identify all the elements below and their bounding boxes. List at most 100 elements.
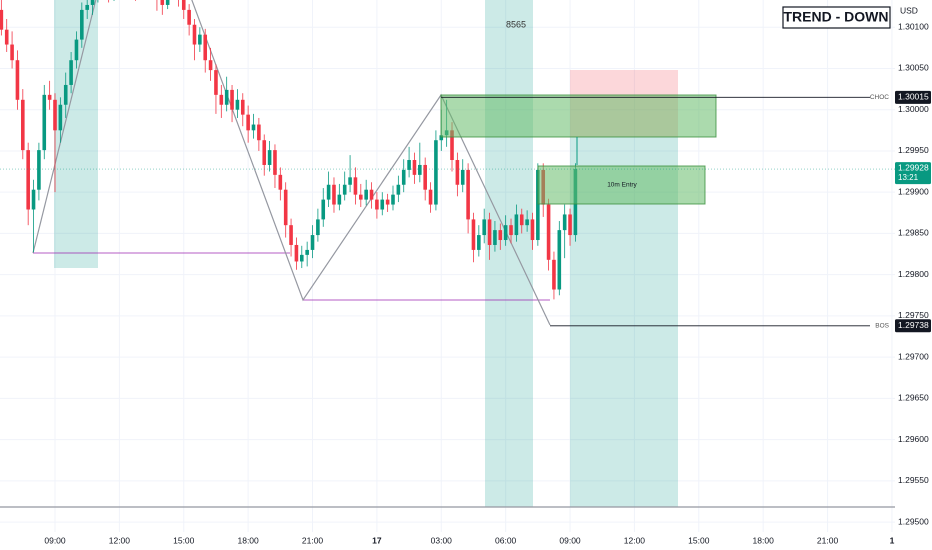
candles — [0, 0, 578, 300]
candle-body — [278, 174, 283, 190]
x-tick-label: 12:00 — [624, 535, 646, 545]
x-tick-label: 18:00 — [753, 535, 775, 545]
candle-body — [546, 204, 551, 260]
candle-body — [63, 84, 68, 105]
candle-body — [487, 219, 492, 245]
price-tag-label: 1.30015 — [898, 92, 929, 102]
candle-body — [536, 169, 540, 241]
y-tick-label: 1.29600 — [898, 434, 929, 444]
x-tick-label: 15:00 — [173, 535, 195, 545]
candle-body — [90, 0, 95, 5]
candle-body — [455, 160, 460, 185]
candle-body — [192, 24, 197, 45]
candle-body — [198, 34, 202, 45]
x-tick-label: 17 — [372, 535, 382, 545]
x-tick-label: 09:00 — [44, 535, 66, 545]
candle-body — [283, 189, 288, 226]
currency: USD — [900, 5, 918, 15]
candle-body — [262, 140, 267, 165]
candle-body — [557, 230, 562, 290]
y-tick-label: 1.29700 — [898, 351, 929, 361]
x-tick-label: 18:00 — [237, 535, 259, 545]
candle-body — [15, 60, 20, 100]
structure-name: BOS — [875, 323, 889, 330]
candle-body — [299, 254, 304, 262]
trend-box — [782, 6, 891, 29]
x-tick-label: 21:00 — [302, 535, 324, 545]
candle-body — [69, 60, 73, 85]
candle-body — [240, 99, 245, 115]
candle-body — [568, 214, 572, 236]
candle-body — [316, 219, 320, 236]
candle-body — [289, 225, 293, 245]
candle-body — [251, 124, 256, 131]
x-tick-label: 1 — [890, 535, 895, 545]
candle-body — [530, 219, 535, 241]
candle-body — [273, 150, 277, 175]
candle-body — [74, 39, 79, 61]
candle-body — [0, 9, 4, 30]
y-tick-label: 1.29650 — [898, 393, 929, 403]
x-tick-label: 03:00 — [431, 535, 453, 545]
candle-body — [203, 34, 208, 61]
entry-label: 10m Entry — [607, 182, 637, 189]
candle-body — [165, 0, 170, 5]
candle-body — [375, 199, 379, 210]
candle-body — [380, 199, 385, 210]
candle-body — [321, 199, 326, 220]
candle-body — [509, 225, 513, 236]
candle-body — [10, 44, 14, 61]
entry-block — [537, 165, 706, 205]
candle-body — [525, 219, 529, 226]
candle-body — [401, 169, 406, 185]
candle-body — [230, 89, 234, 110]
candle-body — [460, 169, 465, 185]
candle-body — [160, 0, 165, 5]
candle-body — [428, 189, 433, 205]
candle-body — [412, 160, 417, 175]
candle-body — [85, 4, 89, 10]
y-tick-label: 1.29800 — [898, 269, 929, 279]
candle-body — [246, 114, 250, 131]
trend-label: TREND - DOWN — [784, 9, 889, 25]
candle-body — [305, 249, 309, 255]
last-price-tag — [895, 162, 931, 185]
y-tick-label: 1.29750 — [898, 310, 929, 320]
candle-body — [369, 189, 374, 200]
candle-body — [482, 219, 486, 236]
grid — [0, 0, 895, 532]
candle-body — [53, 99, 57, 131]
price-tag — [895, 319, 931, 333]
y-tick-label: 1.29850 — [898, 228, 929, 238]
candle-body — [353, 177, 358, 195]
candle-body — [396, 184, 401, 195]
x-tick-label: 09:00 — [559, 535, 581, 545]
candle-body — [359, 194, 363, 200]
price-tag — [895, 90, 931, 104]
candle-body — [514, 214, 519, 236]
candle-body — [235, 99, 240, 110]
candle-body — [257, 124, 261, 141]
candle-body — [80, 9, 84, 40]
candle-body — [471, 219, 476, 250]
candle-body — [503, 225, 508, 241]
candle-body — [42, 94, 47, 151]
x-tick-label: 15:00 — [688, 535, 710, 545]
structure-name: CHOC — [870, 94, 889, 101]
y-tick-label: 1.30000 — [898, 104, 929, 114]
candle-body — [364, 189, 368, 200]
drawings-front: 10m Entry 8565 TREND - DOWN USD CHOC BOS — [0, 5, 918, 330]
candle-body — [326, 184, 331, 200]
candle-body — [332, 184, 336, 205]
candle-body — [224, 89, 229, 105]
candle-body — [519, 214, 524, 226]
candle-body — [21, 99, 25, 151]
y-tick-label: 1.29950 — [898, 145, 929, 155]
candle-body — [4, 29, 9, 45]
y-tick-label: 1.29500 — [898, 516, 929, 526]
price-tag-label: 1.29738 — [898, 320, 929, 330]
candle-body — [562, 214, 567, 231]
candle-body — [342, 184, 347, 195]
last-price-label: 1.29928 — [898, 162, 929, 172]
candle-body — [418, 164, 422, 175]
